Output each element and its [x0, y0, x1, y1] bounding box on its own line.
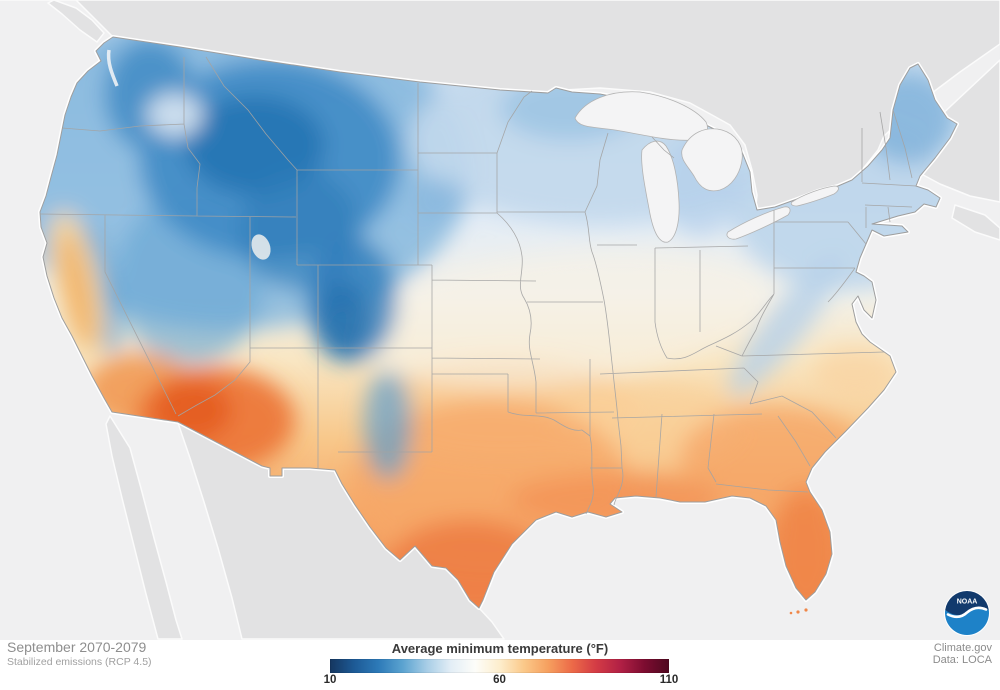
noaa-logo-text: NOAA: [957, 599, 978, 606]
colorbar-tick-min: 10: [323, 674, 337, 686]
map-period-label: September 2070-2079: [7, 639, 147, 655]
great-salt-lake: [251, 234, 271, 260]
lake-huron: [681, 128, 743, 192]
baja-california: [105, 415, 183, 640]
map-scenario-label: Stabilized emissions (RCP 4.5): [7, 656, 152, 668]
colorbar-ticks: 10 60 110: [324, 674, 679, 688]
puget-sound: [106, 49, 119, 87]
noaa-logo-seagull: [946, 606, 988, 619]
noaa-logo: NOAA: [944, 590, 990, 636]
colorbar-tick-max: 110: [659, 674, 679, 686]
florida-keys: [789, 608, 808, 615]
state-boundaries: [39, 56, 917, 515]
nova-scotia: [951, 204, 1000, 241]
colorbar-tick-mid: 60: [493, 674, 506, 686]
credit-data-source: Data: LOCA: [932, 654, 992, 666]
lake-ontario: [790, 185, 839, 207]
legend-title: Average minimum temperature (°F): [391, 641, 609, 656]
temperature-colorbar: [330, 659, 669, 673]
credit-climate-gov: Climate.gov: [933, 642, 992, 654]
vancouver-island: [47, 0, 105, 43]
noaa-logo-shield: [945, 590, 989, 616]
lake-michigan: [641, 140, 680, 243]
great-lakes: [574, 91, 839, 243]
us-temperature-map: [0, 0, 1000, 640]
